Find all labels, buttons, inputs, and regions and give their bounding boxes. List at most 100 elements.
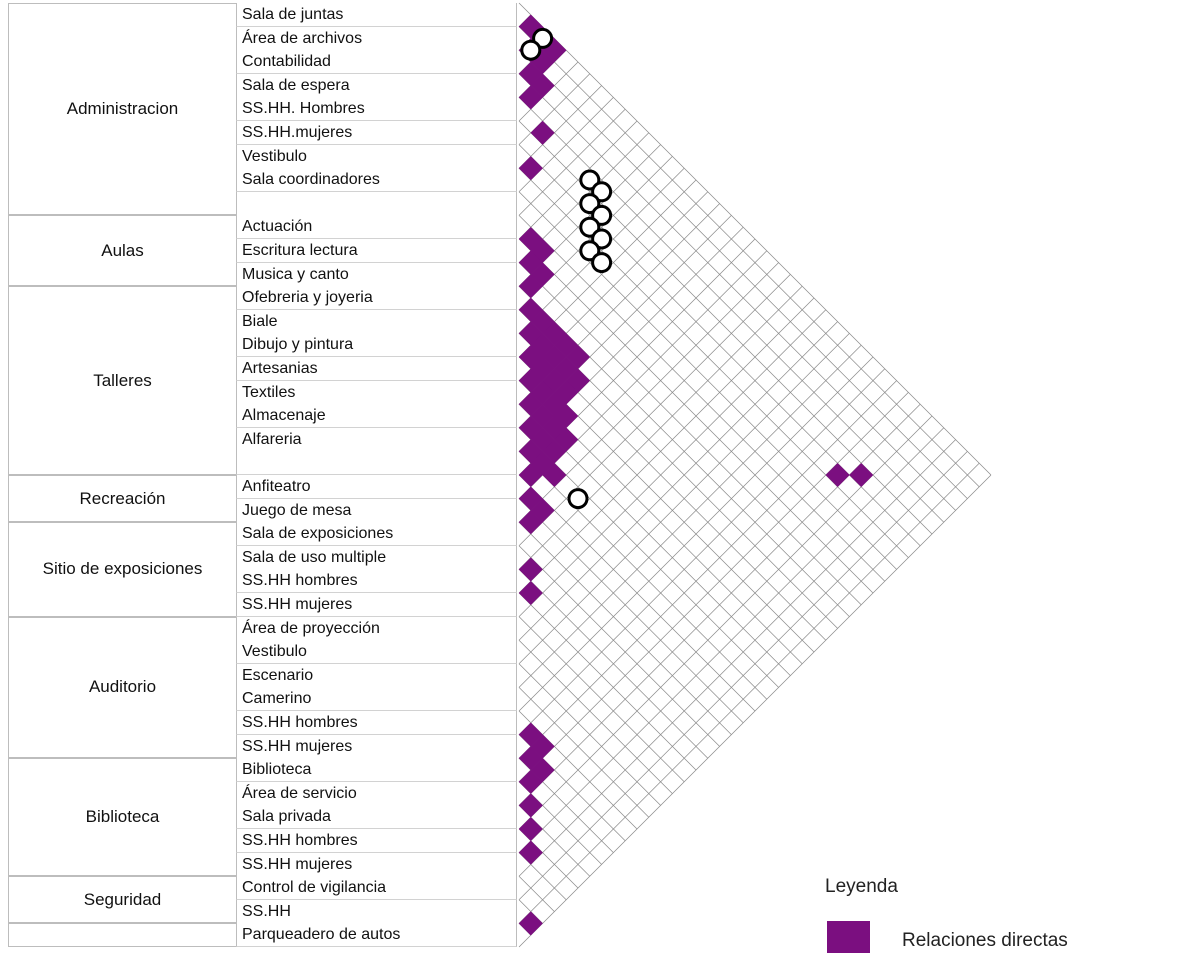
space-row: SS.HH mujeres	[236, 593, 517, 617]
space-row	[236, 451, 517, 476]
direct-relation-cell	[518, 510, 543, 535]
space-row: Área de servicio	[236, 781, 517, 806]
special-relation-marker	[520, 39, 542, 61]
grid-line	[518, 215, 886, 582]
special-relation-marker	[567, 488, 589, 510]
space-row: Camerino	[236, 687, 517, 712]
space-row: Sala de espera	[236, 73, 517, 98]
space-row: Control de vigilancia	[236, 876, 517, 901]
grid-line	[518, 380, 897, 759]
group-label: Talleres	[8, 286, 236, 475]
grid-line	[518, 439, 956, 877]
grid-line	[518, 85, 602, 169]
group-label: Recreación	[8, 475, 236, 523]
grid-line	[518, 474, 992, 948]
space-row: Musica y canto	[236, 262, 517, 287]
group-label	[8, 923, 236, 947]
direct-relation-cell	[530, 120, 555, 145]
space-row: Almacenaje	[236, 404, 517, 429]
grid-line	[518, 687, 650, 818]
grid-line	[518, 392, 909, 783]
grid-line	[518, 462, 980, 924]
space-row: SS.HH mujeres	[236, 734, 517, 759]
group-label: Aulas	[8, 215, 236, 287]
space-row: SS.HH.mujeres	[236, 121, 517, 145]
grid-line	[518, 73, 956, 511]
space-row: Escritura lectura	[236, 239, 517, 263]
grid-line	[518, 321, 838, 641]
group-label: Biblioteca	[8, 758, 236, 877]
space-row: SS.HH mujeres	[236, 852, 517, 877]
space-row: Ofebreria y joyeria	[236, 286, 517, 311]
legend-title: Leyenda	[825, 876, 898, 897]
grid-line	[518, 26, 980, 488]
grid-line	[518, 639, 673, 794]
space-row	[236, 191, 517, 216]
space-row: Parqueadero de autos	[236, 923, 517, 948]
space-row: Sala privada	[236, 805, 517, 830]
grid-line	[518, 333, 850, 665]
grid-line	[518, 297, 815, 594]
space-row: Vestibulo	[236, 144, 517, 169]
space-row: Escenario	[236, 663, 517, 688]
special-relation-marker	[591, 252, 613, 274]
space-row: Sala coordinadores	[236, 168, 517, 193]
space-row: Dibujo y pintura	[236, 333, 517, 358]
grid-line	[518, 451, 768, 700]
group-label: Seguridad	[8, 876, 236, 924]
space-row: Biblioteca	[236, 758, 517, 783]
grid-line	[518, 108, 626, 216]
grid-line	[518, 344, 862, 688]
grid-line	[518, 875, 555, 912]
direct-relation-cell	[518, 85, 543, 110]
direct-relation-cell	[518, 156, 543, 181]
space-row: Vestibulo	[236, 640, 517, 665]
space-row: Área de archivos	[236, 26, 517, 51]
direct-relation-cell	[518, 840, 543, 865]
space-row: SS.HH hombres	[236, 569, 517, 594]
grid-line	[518, 368, 886, 735]
grid-line	[518, 167, 685, 334]
space-row: SS.HH	[236, 899, 517, 924]
space-row: Área de proyección	[236, 616, 517, 641]
group-label: Sitio de exposiciones	[8, 522, 236, 617]
space-row: Sala de uso multiple	[236, 545, 517, 570]
space-row: Juego de mesa	[236, 498, 517, 523]
grid-line	[518, 451, 968, 901]
space-row: Artesanias	[236, 357, 517, 381]
legend-swatch-direct	[827, 921, 870, 953]
legend-label-direct: Relaciones directas	[902, 930, 1068, 951]
grid-line	[518, 309, 827, 617]
space-row: Textiles	[236, 380, 517, 405]
space-row: SS.HH. Hombres	[236, 97, 517, 122]
grid-line	[518, 545, 720, 747]
grid-line	[518, 498, 744, 724]
space-row: Contabilidad	[236, 50, 517, 75]
group-label: Auditorio	[8, 616, 236, 759]
direct-relation-cell	[518, 580, 543, 606]
space-row: Biale	[236, 309, 517, 334]
space-row: Sala de exposiciones	[236, 522, 517, 547]
direct-relation-cell	[518, 911, 543, 936]
space-row: Alfareria	[236, 427, 517, 452]
direct-relation-cell	[542, 462, 567, 488]
direct-relation-cell	[518, 557, 543, 582]
grid-line	[518, 262, 862, 606]
grid-line	[518, 274, 791, 547]
space-row: Anfiteatro	[236, 475, 517, 499]
grid-line	[518, 356, 874, 712]
grid-line	[518, 285, 803, 570]
grid-line	[518, 120, 638, 240]
direct-relation-cell	[518, 793, 543, 818]
grid-line	[518, 427, 945, 853]
space-row: Actuación	[236, 215, 517, 240]
space-row: Sala de juntas	[236, 3, 517, 27]
direct-relation-cell	[849, 462, 874, 488]
space-row: SS.HH hombres	[236, 829, 517, 853]
group-label: Administracion	[8, 3, 236, 216]
grid-line	[518, 592, 697, 771]
direct-relation-cell	[518, 816, 543, 842]
direct-relation-cell	[825, 462, 850, 488]
